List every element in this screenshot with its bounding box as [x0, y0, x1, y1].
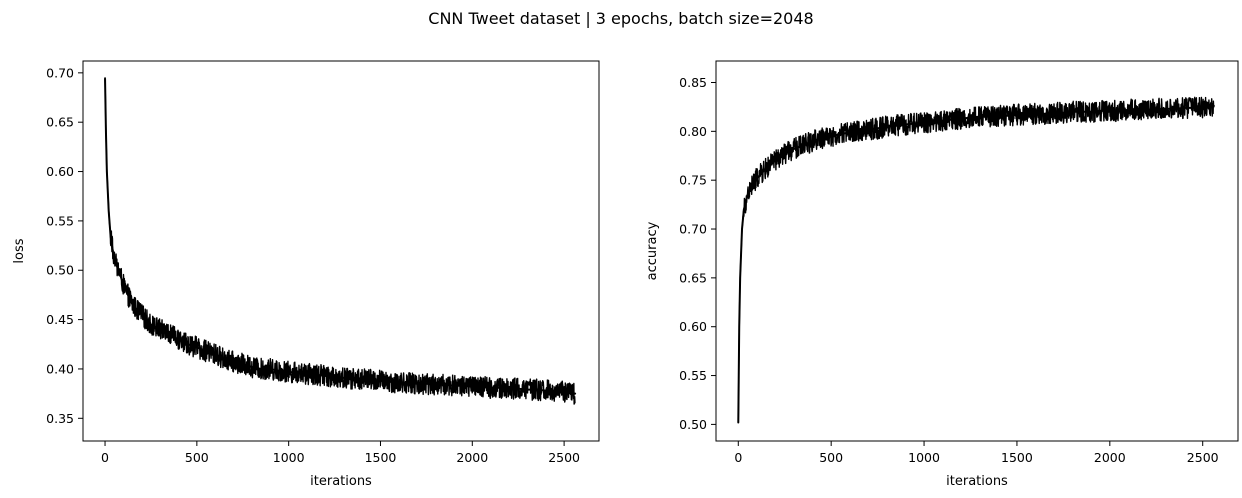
loss-y-axis-label: loss	[12, 238, 27, 263]
accuracy-series-trace	[737, 96, 1215, 423]
loss-y-tick-label: 0.45	[46, 312, 74, 327]
accuracy-y-tick-label: 0.55	[679, 368, 707, 383]
loss-x-tick-label: 0	[101, 450, 109, 465]
figure-title: CNN Tweet dataset | 3 epochs, batch size…	[428, 9, 813, 28]
accuracy-x-tick-label: 0	[734, 450, 742, 465]
loss-y-tick-label: 0.65	[46, 115, 74, 130]
loss-y-tick-label: 0.55	[46, 213, 74, 228]
accuracy-axis-ticks: 0 500 1000 1500 2000 2500 0.50 0.55 0.60 0.65 0.70…	[679, 75, 1219, 465]
loss-y-tick-label: 0.60	[46, 164, 74, 179]
accuracy-y-tick-label: 0.75	[679, 173, 707, 188]
accuracy-x-tick-label: 1000	[908, 450, 940, 465]
accuracy-x-tick-label: 1500	[1001, 450, 1033, 465]
loss-series-line	[104, 77, 577, 395]
accuracy-y-tick-label: 0.80	[679, 124, 707, 139]
accuracy-x-tick-label: 2500	[1187, 450, 1219, 465]
accuracy-y-tick-label: 0.65	[679, 270, 707, 285]
accuracy-y-tick-label: 0.70	[679, 222, 707, 237]
loss-series-trace	[104, 77, 576, 405]
accuracy-x-tick-label: 500	[819, 450, 843, 465]
loss-axes-frame	[82, 60, 600, 442]
accuracy-y-tick-label: 0.60	[679, 319, 707, 334]
accuracy-y-axis-label: accuracy	[645, 221, 660, 280]
loss-x-tick-label: 1000	[273, 450, 305, 465]
loss-x-tick-label: 2500	[548, 450, 580, 465]
loss-y-tick-label: 0.40	[46, 361, 74, 376]
accuracy-y-tick-label: 0.85	[679, 75, 707, 90]
loss-x-tick-label: 500	[185, 450, 209, 465]
loss-y-tick-label: 0.35	[46, 411, 74, 426]
loss-axis-ticks: 0 500 1000 1500 2000 2500 0.35 0.40 0.45 0.50 0.55…	[46, 65, 580, 465]
loss-plot-area	[104, 77, 577, 405]
loss-y-tick-label: 0.70	[46, 65, 74, 80]
loss-x-axis-label: iterations	[310, 474, 372, 489]
accuracy-plot-area	[737, 96, 1215, 424]
accuracy-axes-frame	[715, 60, 1239, 442]
accuracy-x-axis-label: iterations	[946, 474, 1008, 489]
loss-y-tick-label: 0.50	[46, 263, 74, 278]
accuracy-chart-panel: 0 500 1000 1500 2000 2500 0.50 0.55 0.60 0.65 0.70…	[645, 60, 1239, 489]
loss-x-tick-label: 1500	[365, 450, 397, 465]
accuracy-x-tick-label: 2000	[1094, 450, 1126, 465]
loss-x-tick-label: 2000	[456, 450, 488, 465]
accuracy-series-line	[737, 104, 1215, 424]
loss-chart-panel: 0 500 1000 1500 2000 2500 0.35 0.40 0.45 0.50 0.55…	[12, 60, 600, 489]
accuracy-y-tick-label: 0.50	[679, 417, 707, 432]
